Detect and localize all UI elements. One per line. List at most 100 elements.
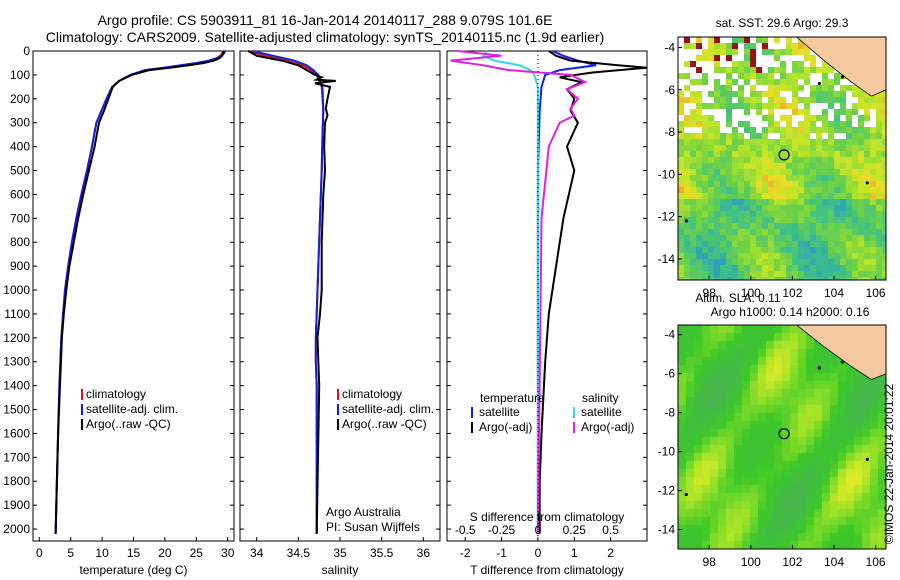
legend-label: Argo(..raw -QC) [86,417,171,431]
map-cell [696,223,702,229]
map-cell [756,187,762,193]
map-cell [718,373,726,381]
map-cell [766,421,774,429]
map-cell [790,517,798,525]
map-cell [726,109,732,115]
map-cell [678,163,684,169]
series-line-argo-adj-salinity [450,50,588,534]
map-cell [870,413,878,421]
map-cell [804,139,810,145]
map-cell [696,205,702,211]
map-cell [854,525,862,533]
x-tick-label: 2 [607,546,614,560]
map-cell [708,169,714,175]
map-cell [822,241,828,247]
top-tick-label: 0.25 [563,523,587,537]
map-cell [862,453,870,461]
map-cell [852,163,858,169]
map-cell [790,333,798,341]
map-cell [694,485,702,493]
map-cell [678,223,684,229]
map-cell [780,115,786,121]
map-cell [696,265,702,271]
map-cell [814,429,822,437]
map-cell [758,397,766,405]
map-cell [678,373,686,381]
map-cell [738,103,744,109]
map-y-tick-label: -4 [664,41,675,55]
map-cell [798,517,806,525]
map-cell [786,199,792,205]
map-cell [804,241,810,247]
map-cell [834,199,840,205]
map-cell [864,157,870,163]
map-cell [846,127,852,133]
map-cell [734,349,742,357]
map-cell [846,493,854,501]
series-line-argo-raw-qc- [247,50,336,534]
map-cell [762,49,768,55]
map-cell [678,235,684,241]
map-cell [798,241,804,247]
map-cell [782,541,790,549]
map-cell [718,357,726,365]
map-cell [870,493,878,501]
map-cell [678,133,684,139]
map-cell [834,163,840,169]
map-cell [862,461,870,469]
map-cell [828,175,834,181]
map-cell [678,121,684,127]
map-cell [822,97,828,103]
map-cell [734,525,742,533]
map-cell [782,397,790,405]
map-cell [804,103,810,109]
x-tick-label: 1 [571,546,578,560]
map-cell [806,477,814,485]
map-cell [744,223,750,229]
map-cell [720,103,726,109]
map-cell [846,445,854,453]
map-cell [762,43,768,49]
map-cell [708,229,714,235]
map-cell [720,205,726,211]
map-cell [790,325,798,333]
map-cell [766,469,774,477]
map-cell [774,277,780,280]
map-cell [734,381,742,389]
map-cell [780,73,786,79]
map-cell [876,187,882,193]
map-cell [834,91,840,97]
map-cell [804,145,810,151]
map-cell [750,133,756,139]
map-cell [750,259,756,265]
map-cell [750,103,756,109]
map-cell [694,413,702,421]
map-cell [720,43,726,49]
x-tick-label: -1 [496,546,507,560]
map-cell [834,235,840,241]
map-cell [862,445,870,453]
map-cell [798,43,804,49]
map-cell [768,109,774,115]
map-cell [708,277,714,280]
map-cell [756,271,762,277]
map-cell [822,493,830,501]
map-cell [864,247,870,253]
map-cell [714,49,720,55]
map-cell [882,133,886,139]
map-cell [758,477,766,485]
map-cell [756,145,762,151]
map-cell [838,501,846,509]
map-cell [762,115,768,121]
map-cell [758,373,766,381]
map-cell [750,509,758,517]
map-cell [696,37,702,43]
map-cell [864,169,870,175]
map-cell [810,115,816,121]
x-axis-label: temperature (deg C) [79,563,187,577]
map-cell [830,477,838,485]
map-cell [714,157,720,163]
x-tick-label: 10 [95,546,109,560]
map-cell [714,67,720,73]
